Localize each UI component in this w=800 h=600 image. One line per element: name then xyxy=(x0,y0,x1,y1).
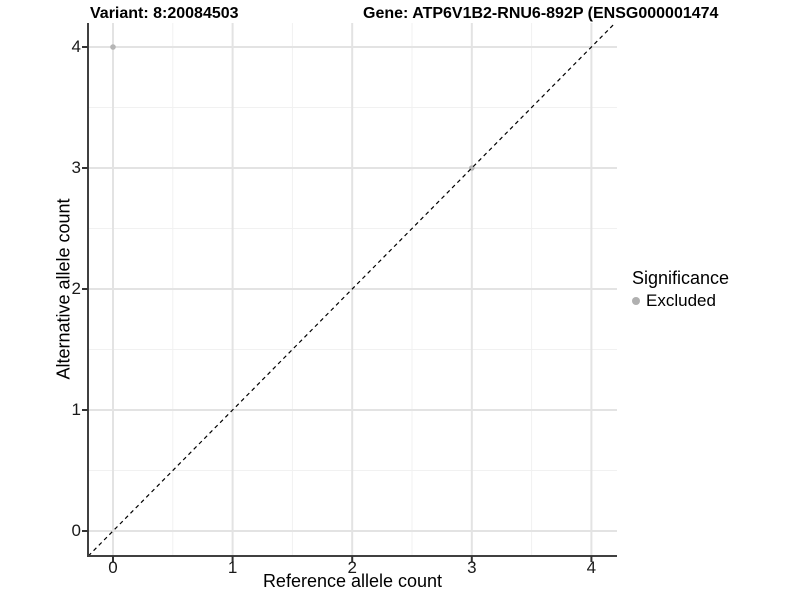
x-tick-label: 1 xyxy=(227,558,238,577)
x-tick-label: 4 xyxy=(586,558,597,577)
identity-reference-line xyxy=(87,22,616,557)
y-tick-label: 1 xyxy=(71,400,81,419)
y-tick-label: 2 xyxy=(71,279,81,298)
legend-item: Excluded xyxy=(632,291,729,311)
legend-item-label: Excluded xyxy=(646,291,716,310)
y-tick-label: 3 xyxy=(71,158,81,177)
legend-title: Significance xyxy=(632,268,730,288)
x-axis-title: Reference allele count xyxy=(262,571,443,591)
x-tick-label: 2 xyxy=(347,558,357,577)
y-axis-title: Alternative allele count xyxy=(53,198,74,380)
data-point xyxy=(110,44,116,50)
x-tick-label: 3 xyxy=(467,558,477,577)
legend-items: Excluded xyxy=(632,291,729,311)
x-tick-label: 0 xyxy=(108,558,118,577)
legend-point-icon xyxy=(632,297,640,305)
y-tick-label: 0 xyxy=(71,521,81,540)
gene-title: Gene: ATP6V1B2-RNU6-892P (ENSG000001474 xyxy=(363,5,719,22)
legend: Significance Excluded xyxy=(632,268,729,311)
variant-title: Variant: 8:20084503 xyxy=(90,5,239,22)
y-tick-label: 4 xyxy=(71,37,81,56)
